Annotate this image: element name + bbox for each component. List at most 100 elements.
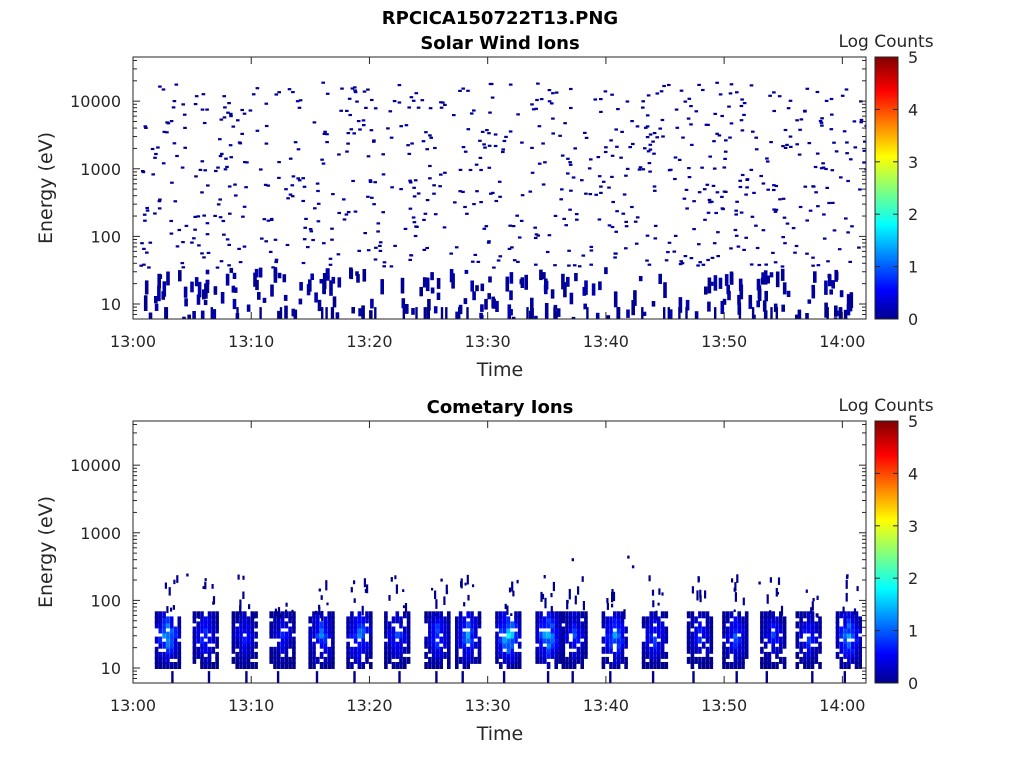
heat-cell [273, 631, 277, 639]
heat-cell [771, 616, 775, 624]
y-tick-label: 1000 [80, 524, 121, 543]
heat-cell [361, 616, 365, 624]
heat-cell [843, 631, 847, 639]
heat-cell [254, 621, 258, 629]
heat-cell [357, 662, 362, 669]
heat-cell [279, 307, 283, 319]
heat-cell [782, 626, 787, 634]
heat-cell [803, 641, 807, 649]
heat-cell [508, 130, 513, 133]
heat-cell [574, 595, 577, 605]
heat-cell [667, 241, 672, 244]
heat-cell [162, 651, 166, 659]
heat-cell [311, 238, 315, 242]
heat-cell [269, 651, 273, 659]
heat-cell [443, 616, 447, 624]
heat-cell [316, 611, 320, 619]
heat-cell [737, 651, 741, 659]
heat-cell [502, 671, 506, 683]
heat-cell [797, 153, 802, 156]
heat-cell [516, 260, 520, 263]
heat-cell [690, 651, 695, 659]
heat-cell [631, 300, 635, 316]
heat-cell [381, 211, 385, 214]
heat-cell [577, 586, 580, 595]
heat-cell [601, 656, 606, 664]
heat-cell [722, 641, 726, 649]
heat-cell [741, 631, 745, 639]
heat-cell [576, 631, 581, 639]
heat-cell [760, 277, 765, 285]
heat-cell [327, 631, 331, 639]
heat-cell [651, 589, 655, 596]
heat-cell [737, 646, 741, 654]
heat-cell [284, 651, 289, 659]
heat-cell [849, 158, 853, 161]
heat-cell [387, 631, 392, 639]
heat-cell [284, 641, 289, 649]
heat-cell [353, 89, 357, 92]
heat-cell [212, 601, 215, 605]
heat-cell [813, 165, 818, 169]
heat-cell [329, 280, 333, 296]
heat-cell [482, 227, 487, 230]
heat-cell [196, 631, 200, 639]
heat-cell [158, 616, 163, 624]
heat-cell [566, 600, 569, 604]
heat-cell [736, 245, 741, 248]
heat-cell [392, 100, 397, 103]
heat-cell [391, 626, 396, 634]
heat-cell [499, 621, 503, 629]
heat-cell [558, 626, 562, 634]
colorbar-gradient [875, 421, 898, 683]
heat-cell [571, 671, 574, 683]
heat-cell [455, 311, 459, 319]
heat-cell [772, 184, 776, 187]
heat-cell [288, 616, 292, 624]
heat-cell [461, 671, 464, 683]
heat-cell [477, 611, 482, 619]
heat-cell [782, 616, 787, 624]
heat-cell [683, 255, 688, 258]
heat-cell [207, 646, 212, 654]
heat-cell [153, 212, 157, 215]
heat-cell [236, 307, 239, 319]
heat-cell [850, 626, 855, 634]
heat-cell [165, 131, 169, 134]
heat-cell [550, 611, 555, 619]
heat-cell [194, 277, 199, 287]
heat-cell [806, 611, 811, 619]
heat-cell [171, 106, 176, 109]
heat-cell [767, 651, 772, 659]
heat-cell [388, 110, 393, 113]
heat-cell [255, 87, 260, 90]
heat-cell [353, 616, 358, 624]
heat-cell [269, 611, 273, 619]
heat-cell [384, 646, 388, 654]
heat-cell [273, 651, 277, 659]
heat-cell [238, 261, 243, 264]
heat-cell [350, 587, 353, 593]
heat-cell [239, 646, 243, 654]
heat-cell [663, 307, 666, 319]
heat-cell [741, 621, 745, 629]
heat-cell [363, 578, 366, 588]
heat-cell [610, 154, 615, 157]
heat-cell [562, 217, 566, 220]
x-tick-label: 13:40 [583, 696, 629, 715]
heat-cell [726, 616, 730, 624]
heat-cell [502, 656, 507, 664]
heat-cell [277, 621, 281, 629]
heat-cell [284, 611, 289, 619]
heat-cell [854, 621, 859, 629]
heat-cell [850, 621, 855, 629]
heat-cell [239, 636, 243, 644]
heat-cell [757, 263, 762, 267]
heat-cell [715, 81, 719, 84]
heat-cell [158, 85, 162, 88]
heat-cell [645, 662, 650, 669]
heat-cell [839, 641, 844, 649]
heat-cell [609, 636, 613, 644]
heat-cell [718, 93, 723, 96]
heat-cell [355, 271, 359, 276]
